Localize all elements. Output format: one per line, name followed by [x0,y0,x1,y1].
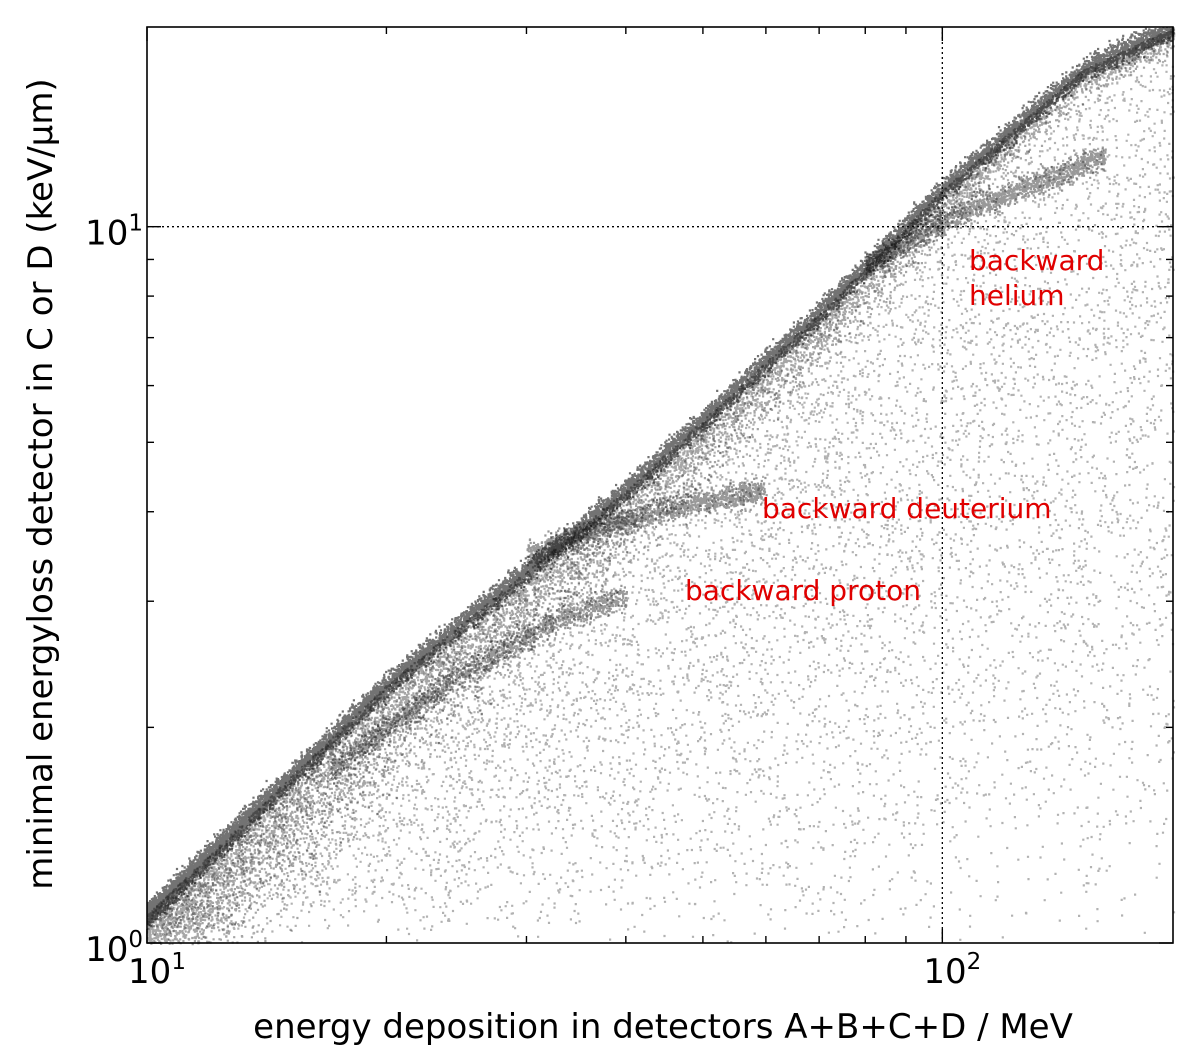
annotation-backward-proton: backward proton [685,574,921,607]
y-tick-label-0: 100 [85,927,143,970]
annotation-helium-line2: helium [969,279,1065,312]
x-tick-label-1: 102 [923,949,981,992]
band-points-1 [330,584,628,785]
y-axis-label: minimal energyloss detector in C or D (k… [21,78,61,889]
data-points [147,27,1176,946]
x-axis-label: energy deposition in detectors A+B+C+D /… [253,1007,1073,1047]
band-points-3 [865,146,1107,281]
annotation-backward-deuterium: backward deuterium [762,492,1052,525]
annotation-helium-line1: backward [969,244,1104,277]
cloud-points [147,27,1176,946]
x-tick-label-0: 101 [128,949,186,992]
annotation-backward-helium: backward helium [969,244,1113,312]
y-tick-label-1: 101 [85,211,143,254]
band-points-2 [526,476,768,568]
axis-ticks [146,27,1173,944]
grid-lines [147,27,1173,943]
plot-frame [146,26,1174,944]
